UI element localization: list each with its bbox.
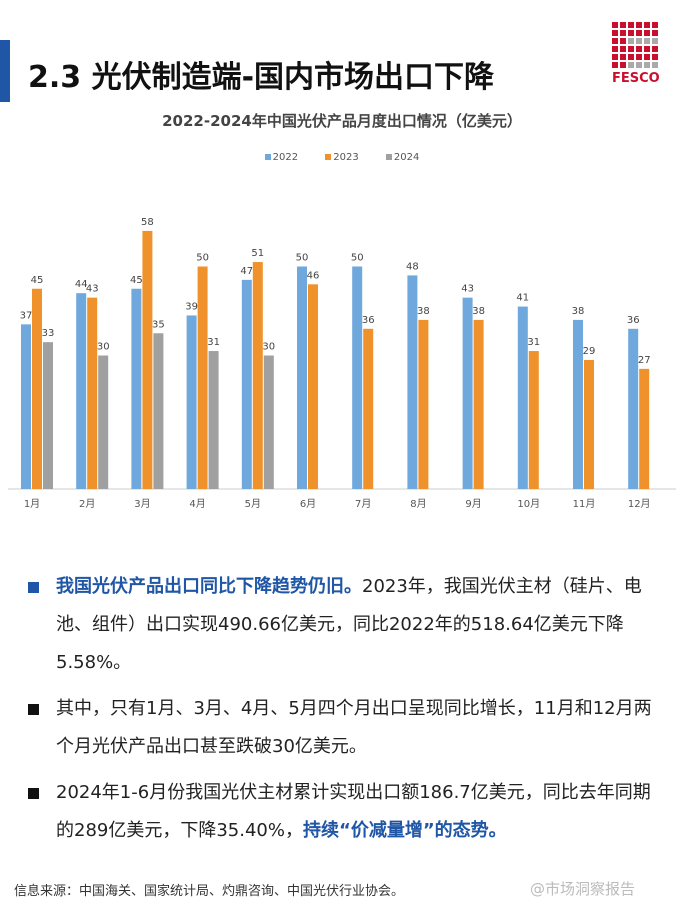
data-label: 36 — [627, 315, 640, 326]
bar-2023-9 — [473, 319, 484, 489]
data-label: 35 — [152, 319, 165, 330]
data-label: 39 — [185, 301, 198, 312]
data-label: 47 — [240, 266, 253, 277]
bar-2024-5 — [263, 355, 274, 489]
bar-2024-2 — [98, 355, 109, 489]
x-tick-label: 3月 — [134, 498, 150, 510]
x-tick-label: 5月 — [245, 498, 261, 510]
bar-2022-12 — [628, 328, 639, 489]
bar-2024-1 — [43, 342, 53, 489]
legend-item-2024: 2024 — [385, 152, 419, 163]
bar-2022-7 — [352, 266, 363, 489]
bar-2022-10 — [517, 306, 528, 489]
source-note: 信息来源：中国海关、国家统计局、灼鼎咨询、中国光伏行业协会。 — [14, 884, 405, 899]
bar-2023-2 — [87, 297, 98, 489]
data-label: 27 — [638, 355, 651, 366]
data-label: 48 — [406, 261, 419, 272]
bullet-square-icon — [28, 582, 39, 593]
x-tick-label: 11月 — [573, 498, 596, 510]
watermark: @市场洞察报告 — [530, 880, 636, 898]
x-tick-label: 10月 — [517, 498, 540, 510]
bar-2022-8 — [407, 275, 418, 489]
bar-2022-4 — [186, 315, 197, 489]
data-label: 30 — [262, 342, 275, 353]
data-label: 41 — [516, 293, 529, 304]
data-label: 38 — [417, 306, 430, 317]
bar-2024-3 — [153, 333, 164, 489]
data-label: 33 — [42, 328, 55, 339]
data-label: 31 — [207, 337, 220, 348]
chart-legend: 2022 2023 2024 — [0, 152, 684, 163]
x-tick-label: 4月 — [189, 498, 205, 510]
data-label: 43 — [461, 284, 474, 295]
legend-item-2022: 2022 — [264, 152, 298, 163]
bar-2023-11 — [584, 359, 594, 489]
bar-2023-3 — [142, 230, 153, 489]
bullet-1: 我国光伏产品出口同比下降趋势仍旧。2023年，我国光伏主材（硅片、电池、组件）出… — [28, 568, 668, 682]
bar-2023-1 — [32, 288, 42, 489]
data-label: 50 — [351, 253, 364, 264]
data-label: 37 — [20, 310, 33, 321]
page-title: 2.3 光伏制造端-国内市场出口下降 — [28, 60, 495, 95]
bar-2022-1 — [21, 324, 31, 489]
accent-bar — [0, 40, 10, 102]
bar-2022-11 — [573, 319, 583, 489]
bar-2023-10 — [528, 351, 539, 489]
bar-2022-9 — [462, 297, 473, 489]
bar-2023-12 — [639, 368, 650, 489]
bar-2023-8 — [418, 319, 429, 489]
data-label: 38 — [572, 306, 585, 317]
data-label: 58 — [141, 217, 154, 228]
data-label: 31 — [527, 337, 540, 348]
fesco-logo: FESCO — [612, 22, 664, 86]
data-label: 51 — [251, 248, 264, 259]
data-label: 50 — [296, 253, 309, 264]
x-tick-label: 1月 — [24, 498, 40, 510]
logo-text: FESCO — [612, 71, 660, 86]
bar-2022-2 — [76, 293, 87, 489]
bullet-square-icon — [28, 704, 39, 715]
x-tick-label: 2月 — [79, 498, 95, 510]
bar-2023-6 — [308, 284, 318, 489]
data-label: 36 — [362, 315, 375, 326]
bullet-list: 我国光伏产品出口同比下降趋势仍旧。2023年，我国光伏主材（硅片、电池、组件）出… — [28, 568, 668, 858]
data-label: 38 — [472, 306, 485, 317]
data-label: 50 — [196, 253, 209, 264]
bar-2023-4 — [197, 266, 208, 489]
x-tick-label: 12月 — [628, 498, 651, 510]
bar-2022-5 — [241, 279, 252, 489]
bar-2022-3 — [131, 288, 142, 489]
bullet-3: 2024年1-6月份我国光伏主材累计实现出口额186.7亿美元，同比去年同期的2… — [28, 774, 668, 850]
data-label: 46 — [307, 270, 320, 281]
bar-2023-5 — [252, 262, 263, 489]
x-tick-label: 9月 — [465, 498, 481, 510]
bullet-square-icon — [28, 788, 39, 799]
bar-2022-6 — [297, 266, 307, 489]
bar-2023-7 — [363, 328, 374, 489]
data-label: 44 — [75, 279, 88, 290]
data-label: 45 — [31, 275, 44, 286]
data-label: 29 — [583, 346, 596, 357]
legend-item-2023: 2023 — [325, 152, 359, 163]
data-label: 45 — [130, 275, 143, 286]
x-tick-label: 6月 — [300, 498, 316, 510]
bar-chart: 3745331月4443302月4558353月3950314月4751305月… — [8, 217, 676, 510]
data-label: 43 — [86, 284, 99, 295]
x-tick-label: 7月 — [355, 498, 371, 510]
data-label: 30 — [97, 342, 110, 353]
bullet-2: 其中，只有1月、3月、4月、5月四个月出口呈现同比增长，11月和12月两个月光伏… — [28, 690, 668, 766]
x-tick-label: 8月 — [410, 498, 426, 510]
chart-title: 2022-2024年中国光伏产品月度出口情况（亿美元） — [162, 112, 522, 130]
bar-2024-4 — [208, 351, 219, 489]
